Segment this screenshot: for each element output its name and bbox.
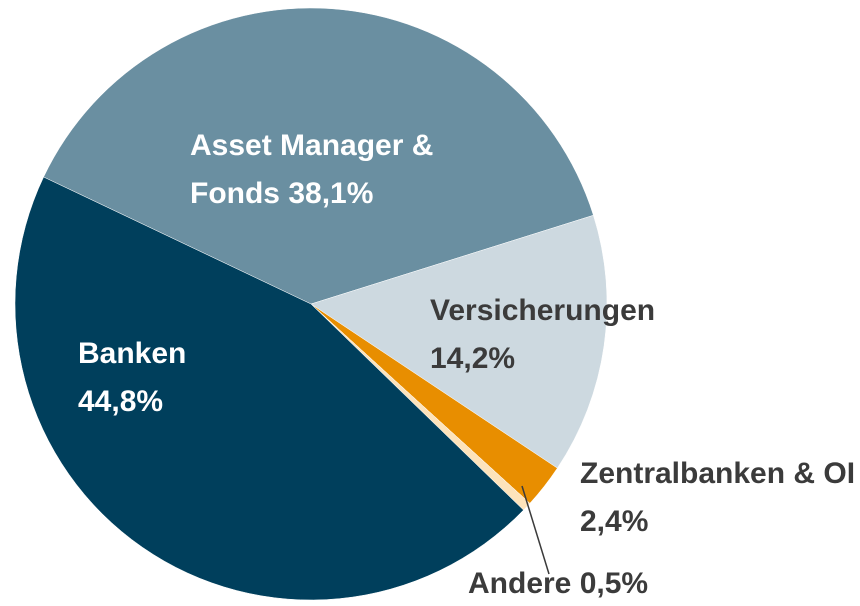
label-name: Andere xyxy=(468,567,572,600)
label-name: Versicherungen xyxy=(430,294,656,327)
pie-slice xyxy=(43,7,594,305)
label-value: 2,4% xyxy=(580,505,649,538)
label-value: 0,5% xyxy=(579,567,649,600)
leader-line xyxy=(521,485,550,575)
label-value: 44,8% xyxy=(78,385,164,418)
label-value: Fonds 38,1% xyxy=(190,177,374,210)
pie-slice xyxy=(14,176,524,601)
slice-label: Versicherungen 14,2% xyxy=(430,287,700,383)
slice-label: Zentralbanken & OI 2,4% xyxy=(580,450,860,546)
label-name: Asset Manager & xyxy=(190,129,434,162)
label-value: 14,2% xyxy=(430,342,516,375)
pie-slice xyxy=(310,214,608,469)
label-name: Banken xyxy=(78,337,187,370)
slice-label: Banken 44,8% xyxy=(78,330,208,426)
slice-label: Asset Manager & Fonds 38,1% xyxy=(190,122,490,218)
slice-label: Andere 0,5% xyxy=(468,560,768,606)
label-name: Zentralbanken & OI xyxy=(580,457,856,490)
